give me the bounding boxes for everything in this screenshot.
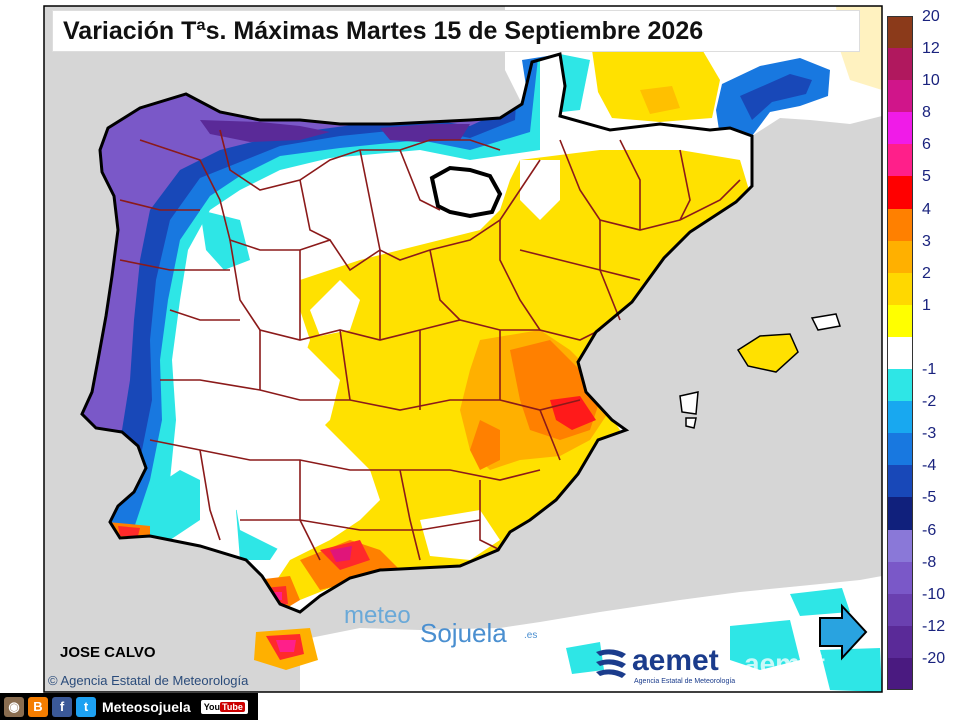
legend-label: 2 (922, 264, 931, 282)
watermark-part2: Sojuela (420, 618, 507, 648)
legend-swatch (887, 144, 913, 177)
legend-label: 8 (922, 104, 931, 122)
legend-swatch (887, 80, 913, 113)
social-handle[interactable]: Meteosojuela (102, 698, 191, 715)
legend-swatch (887, 336, 913, 370)
legend-label: 3 (922, 232, 931, 250)
iberia-coastline (80, 52, 754, 614)
legend-swatch (887, 561, 913, 595)
legend-label: -12 (922, 617, 946, 635)
next-arrow-icon[interactable] (819, 603, 868, 661)
legend-label: -10 (922, 585, 946, 603)
province-borders (119, 129, 741, 561)
legend-swatch (887, 593, 913, 627)
legend-swatch (887, 16, 913, 49)
iberia-anomaly-layer (82, 54, 752, 612)
legend-label: 12 (922, 40, 940, 58)
legend-swatch (887, 48, 913, 81)
legend-swatch (887, 529, 913, 563)
aemet-ghost-watermark: aemet (744, 648, 825, 679)
meteosojuela-watermark: meteo Sojuela .es (344, 602, 537, 648)
legend-label: -8 (922, 553, 937, 571)
author-name: JOSE CALVO (60, 644, 156, 661)
la-rioja-outline (429, 165, 503, 219)
youtube-tube: Tube (220, 701, 245, 712)
legend-label: 5 (922, 168, 931, 186)
africa-land (300, 576, 882, 692)
watermark-part3: .es (524, 630, 538, 641)
legend-label: -3 (922, 425, 937, 443)
africa-cyan-2 (790, 588, 850, 616)
legend-swatch (887, 240, 913, 274)
africa-cyan-3 (820, 648, 882, 692)
menorca (810, 313, 841, 331)
legend-swatch (887, 112, 913, 145)
legend-label: 10 (922, 72, 940, 90)
aemet-emblem-icon (596, 649, 626, 678)
france-cyan-coast (560, 54, 590, 112)
legend-swatch (887, 304, 913, 338)
africa-cyan-4 (566, 642, 604, 674)
blogger-icon[interactable]: B (28, 696, 48, 717)
formentera (685, 417, 697, 429)
copyright-text: © Agencia Estatal de Meteorología (48, 673, 249, 688)
legend-swatch (887, 657, 913, 691)
legend-label: -5 (922, 489, 937, 507)
legend-swatch (887, 465, 913, 498)
legend-label: 6 (922, 136, 931, 154)
legend-label: -2 (922, 393, 937, 411)
france-blue-deep (740, 74, 812, 120)
youtube-you: You (203, 701, 221, 712)
twitter-icon[interactable]: t (76, 696, 96, 717)
legend-label: 1 (922, 296, 931, 314)
legend-swatch (887, 401, 913, 434)
social-bar: ◉ B f t Meteosojuela You Tube (0, 693, 258, 720)
legend-swatch (887, 369, 913, 402)
legend-swatch (887, 176, 913, 210)
legend-label: -4 (922, 457, 937, 475)
legend-swatch (887, 433, 913, 466)
legend-label: 20 (922, 8, 940, 25)
legend-label: -20 (922, 649, 946, 667)
map-title: Variación Tªs. Máximas Martes 15 de Sept… (52, 10, 860, 52)
facebook-icon[interactable]: f (52, 696, 72, 717)
legend-label: -1 (922, 361, 937, 379)
legend-swatch (887, 625, 913, 659)
africa-cyan-1 (730, 620, 800, 670)
legend-swatch (887, 497, 913, 531)
legend-swatch (887, 208, 913, 242)
aemet-name: aemet (632, 644, 719, 677)
youtube-icon[interactable]: You Tube (200, 699, 248, 714)
instagram-icon[interactable]: ◉ (4, 696, 24, 717)
aemet-logo: aemet Agencia Estatal de Meteorología (592, 644, 736, 690)
mallorca (736, 333, 799, 373)
legend-label: -6 (922, 521, 937, 539)
africa-magenta (276, 640, 296, 652)
legend-frame (887, 16, 913, 690)
watermark-part1: meteo (344, 602, 411, 629)
france-yellow (592, 46, 720, 122)
color-legend: 20 12 10 8 6 5 4 3 2 1 -1 -2 -3 -4 -5 -6 -8 -10 -12 -20 (884, 8, 960, 691)
legend-label: 4 (922, 200, 931, 218)
aemet-subtitle: Agencia Estatal de Meteorología (634, 678, 736, 685)
map-frame (43, 5, 883, 693)
france-orange-spot (640, 86, 680, 114)
legend-swatch (887, 272, 913, 306)
ibiza (679, 391, 699, 415)
